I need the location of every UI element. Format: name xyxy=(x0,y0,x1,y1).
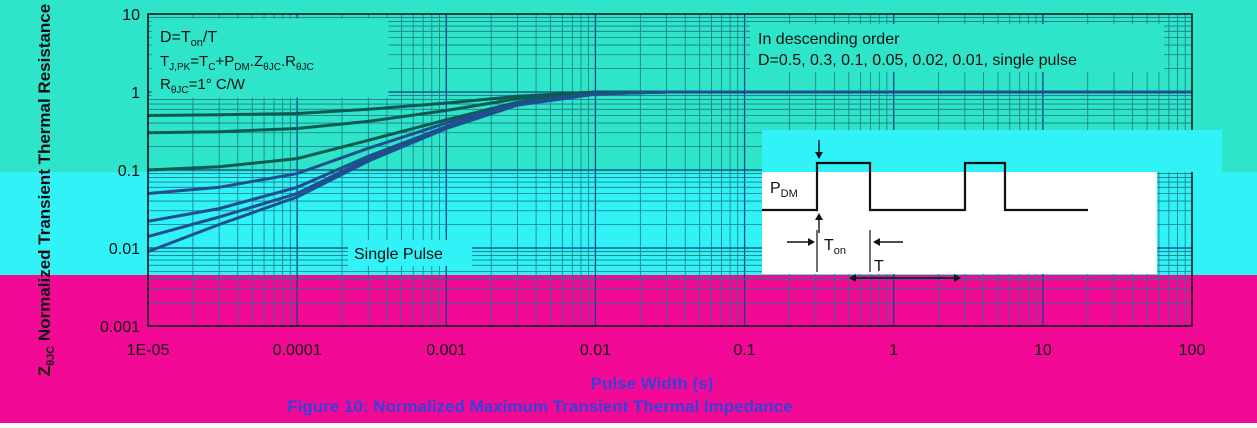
formula-annotation: D=Ton/T TJ,PK=TC+PDM.ZθJC.RθJC RθJC=1° C… xyxy=(151,18,389,98)
pdm-label: PDM xyxy=(770,180,798,200)
x-tick-label: 1 xyxy=(889,342,898,359)
background-band-bottom xyxy=(0,275,1257,423)
y-tick-label: 0.1 xyxy=(118,163,140,180)
ton-label: Ton xyxy=(824,237,846,257)
formula-box xyxy=(151,18,389,98)
pdm-arrowhead-bottom xyxy=(815,213,823,220)
ton-arrowhead-left xyxy=(808,238,815,246)
period-arrowhead-left xyxy=(849,274,856,282)
x-tick-label: 0.1 xyxy=(733,342,755,359)
y-tick-label: 0.01 xyxy=(109,241,140,258)
period-label: T xyxy=(874,258,884,275)
inset-background xyxy=(762,172,1157,274)
single-pulse-label: Single Pulse xyxy=(354,246,443,263)
figure-caption: Figure 10: Normalized Maximum Transient … xyxy=(287,397,792,416)
series-line-single-pulse xyxy=(147,90,1192,254)
order-note-box xyxy=(750,24,1164,72)
y-tick-label: 10 xyxy=(122,7,140,24)
order-note: In descending order D=0.5, 0.3, 0.1, 0.0… xyxy=(750,24,1164,72)
series-curves xyxy=(147,90,1192,254)
formula-junction-temp: TJ,PK=TC+PDM.ZθJC.RθJC xyxy=(160,53,314,73)
pulse-waveform-inset: PDM Ton T xyxy=(762,130,1222,282)
order-note-line1: In descending order xyxy=(758,31,900,48)
y-axis-title: ZθJC Normalized Transient Thermal Resist… xyxy=(35,4,57,376)
x-tick-label: 0.0001 xyxy=(273,342,322,359)
pulse-waveform xyxy=(762,161,1088,212)
period-arrowhead-right xyxy=(954,274,961,282)
formula-thermal-resistance: RθJC=1° C/W xyxy=(160,76,246,96)
x-tick-label: 0.01 xyxy=(580,342,611,359)
x-tick-label: 100 xyxy=(1179,342,1206,359)
x-tick-label: 10 xyxy=(1034,342,1052,359)
x-tick-label: 1E-05 xyxy=(127,342,170,359)
pdm-arrowhead-top xyxy=(815,152,823,159)
y-tick-label: 0.001 xyxy=(100,319,140,336)
single-pulse-label-box xyxy=(348,240,472,266)
x-axis-title: Pulse Width (s) xyxy=(591,374,714,393)
y-tick-label: 1 xyxy=(131,85,140,102)
inset-background-top xyxy=(762,130,1222,172)
tick-labels: 1E-05 0.0001 0.001 0.01 0.1 1 10 100 0.001 0.01 0.… xyxy=(100,7,1205,359)
x-tick-label: 0.001 xyxy=(426,342,466,359)
ton-arrowhead-right xyxy=(873,238,880,246)
order-note-line2: D=0.5, 0.3, 0.1, 0.05, 0.02, 0.01, singl… xyxy=(758,52,1077,69)
formula-duty-cycle: D=Ton/T xyxy=(160,29,217,49)
